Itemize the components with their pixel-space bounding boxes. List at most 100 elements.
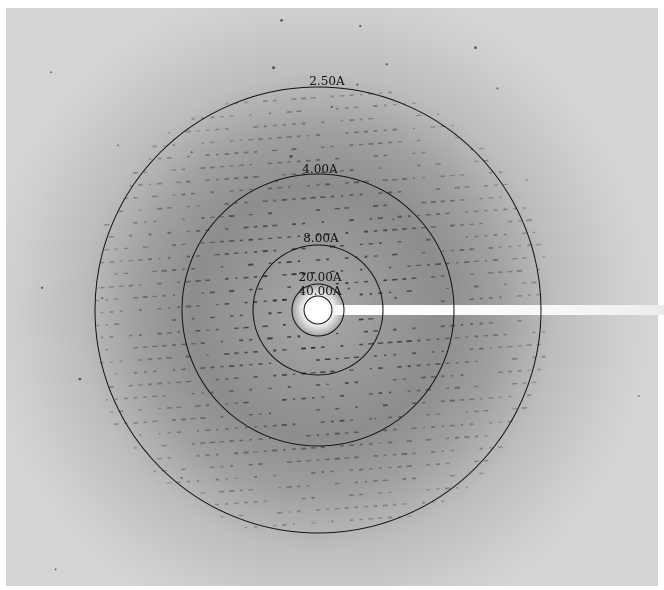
diffraction-spot (171, 243, 177, 247)
diffraction-spot (153, 470, 157, 473)
diffraction-spot (210, 366, 215, 369)
diffraction-spot (243, 326, 249, 329)
diffraction-spot (379, 467, 382, 469)
diffraction-spot (326, 433, 329, 436)
diffraction-spot (411, 277, 417, 280)
diffraction-spot (248, 188, 253, 191)
diffraction-spot (229, 390, 234, 392)
diffraction-spot (388, 266, 392, 269)
diffraction-spot (263, 425, 267, 428)
diffraction-spot (432, 350, 435, 353)
diffraction-spot (167, 231, 171, 235)
diffraction-spot (216, 178, 219, 181)
diffraction-spot (113, 323, 119, 326)
diffraction-spot (143, 171, 147, 174)
diffraction-spot (469, 223, 474, 225)
diffraction-spot (364, 230, 369, 233)
diffraction-spot (531, 381, 537, 384)
diffraction-spot (364, 280, 368, 283)
diffraction-spot (267, 162, 273, 165)
diffraction-spot (230, 465, 233, 468)
diffraction-spot (123, 397, 129, 400)
diffraction-spot (215, 478, 219, 481)
diffraction-spot (435, 163, 441, 166)
diffraction-spot (388, 91, 393, 94)
diffraction-spot (301, 497, 306, 500)
diffraction-spot (379, 167, 382, 169)
diffraction-spot (450, 249, 454, 252)
diffraction-spot (190, 192, 196, 195)
diffraction-spot (460, 423, 464, 426)
diffraction-spot (205, 429, 211, 432)
diffraction-spot (263, 125, 267, 128)
diffraction-spot (144, 221, 147, 224)
diffraction-spot (449, 399, 455, 402)
diffraction-spot (273, 249, 277, 252)
diffraction-spot (373, 204, 379, 207)
diffraction-spot (349, 369, 354, 371)
diffraction-spot (436, 338, 440, 340)
diffraction-spot (388, 291, 392, 294)
diffraction-spot (292, 198, 296, 200)
diffraction-spot (536, 293, 542, 296)
diffraction-spot (373, 504, 378, 508)
diffraction-spot (296, 460, 302, 463)
diffraction-spot (277, 161, 283, 164)
diffraction-spot (321, 221, 324, 223)
diffraction-spot (200, 167, 206, 170)
diffraction-spot (205, 454, 210, 457)
diffraction-spot (444, 337, 451, 340)
diffraction-spot (387, 341, 393, 344)
diffraction-spot (296, 110, 302, 113)
diffraction-spot (401, 503, 408, 505)
diffraction-spot (402, 177, 407, 181)
diffraction-spot (440, 400, 446, 403)
diffraction-spot (345, 232, 349, 234)
diffraction-spot (479, 447, 483, 450)
diffraction-spot (393, 103, 397, 106)
diffraction-spot (171, 269, 177, 272)
diffraction-spot (248, 413, 253, 416)
diffraction-spot (243, 226, 249, 229)
diffraction-spot (297, 160, 301, 163)
diffraction-spot (350, 419, 354, 421)
diffraction-spot (521, 406, 527, 410)
diffraction-spot (105, 398, 108, 401)
diffraction-spot (340, 194, 344, 197)
diffraction-spot (172, 344, 176, 347)
diffraction-spot (224, 427, 229, 430)
diffraction-spot (388, 466, 392, 469)
diffraction-spot (263, 500, 268, 502)
diffraction-spot (373, 355, 378, 357)
diffraction-spot (254, 150, 258, 153)
diffraction-spot (115, 248, 118, 250)
diffraction-spot (541, 255, 546, 258)
diffraction-spot (244, 526, 248, 529)
diffraction-spot (348, 119, 355, 122)
diffraction-spot (243, 276, 249, 279)
diffraction-spot (353, 181, 360, 184)
diffraction-spot (353, 356, 359, 359)
diffraction-spot (479, 197, 483, 200)
diffraction-spot (239, 489, 243, 492)
diffraction-spot (484, 434, 488, 437)
diffraction-spot (157, 357, 162, 360)
detector-speck (280, 19, 283, 22)
diffraction-spot (349, 219, 354, 222)
diffraction-spot (455, 361, 459, 364)
diffraction-spot (411, 227, 417, 230)
diffraction-spot (446, 437, 450, 440)
diffraction-spot (363, 330, 368, 333)
diffraction-spot (262, 325, 269, 328)
diffraction-spot (464, 336, 469, 338)
diffraction-spot (297, 510, 301, 513)
diffraction-spot (441, 250, 445, 252)
diffraction-spot (354, 131, 359, 134)
diffraction-spot (133, 371, 138, 374)
diffraction-spot (276, 511, 283, 514)
diffraction-spot (181, 193, 186, 196)
diffraction-spot (229, 140, 234, 142)
diffraction-spot (253, 300, 258, 303)
diffraction-spot (324, 358, 331, 361)
diffraction-spot (228, 214, 235, 218)
